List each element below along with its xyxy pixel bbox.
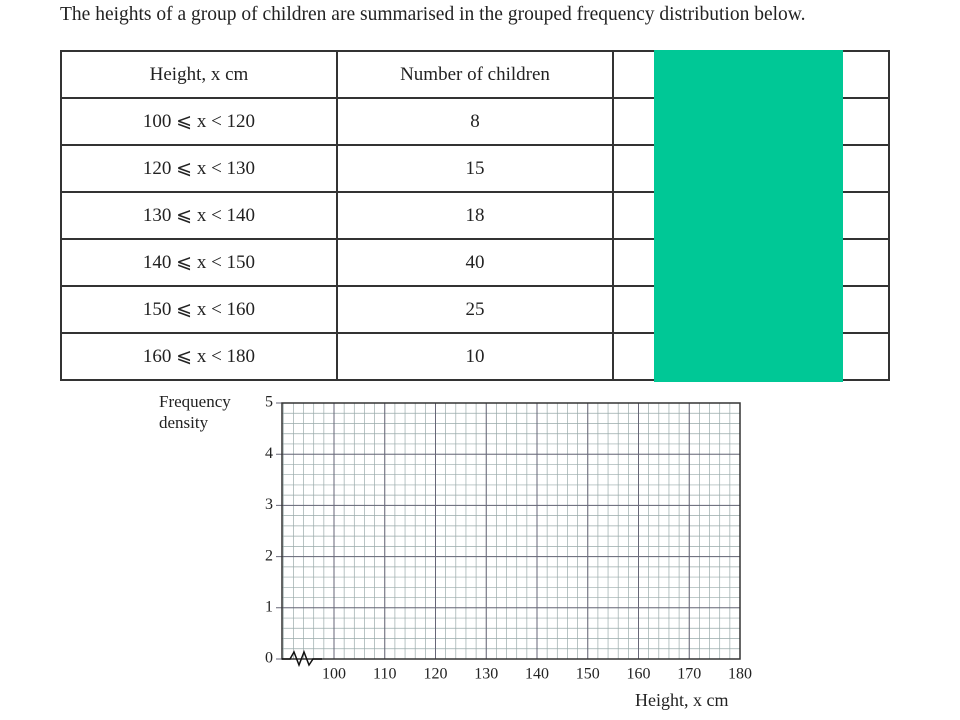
cell: 100 ⩽ x < 120 bbox=[60, 97, 338, 146]
cell: 15 bbox=[336, 144, 614, 193]
header: Number of children bbox=[336, 50, 614, 99]
axis-break bbox=[282, 649, 322, 668]
cell: 150 ⩽ x < 160 bbox=[60, 285, 338, 334]
cell: 40 bbox=[336, 238, 614, 287]
cell: 18 bbox=[336, 191, 614, 240]
cell: 140 ⩽ x < 150 bbox=[60, 238, 338, 287]
cover-box bbox=[654, 50, 843, 382]
cell: 25 bbox=[336, 285, 614, 334]
y-tick-label: 0 bbox=[265, 650, 273, 667]
x-tick-label: 120 bbox=[424, 666, 448, 683]
y-tick-label: 4 bbox=[265, 445, 273, 462]
x-tick-label: 110 bbox=[373, 666, 396, 683]
x-tick-label: 130 bbox=[474, 666, 498, 683]
cell: 10 bbox=[336, 332, 614, 381]
x-tick-label: 160 bbox=[627, 666, 651, 683]
cell: 160 ⩽ x < 180 bbox=[60, 332, 338, 381]
y-tick-label: 3 bbox=[265, 496, 273, 513]
y-tick-label: 1 bbox=[265, 598, 273, 615]
plot-border bbox=[281, 402, 741, 660]
x-axis-label: Height, x cm bbox=[635, 690, 729, 710]
header: Height, x cm bbox=[60, 50, 338, 99]
x-tick-label: 140 bbox=[525, 666, 549, 683]
cell: 130 ⩽ x < 140 bbox=[60, 191, 338, 240]
instruction: The heights of a group of children are s… bbox=[60, 4, 806, 25]
y-tick-label: 2 bbox=[265, 547, 273, 564]
y-axis-label: Frequency density bbox=[159, 392, 231, 432]
x-tick-label: 150 bbox=[576, 666, 600, 683]
x-tick-label: 180 bbox=[728, 666, 752, 683]
cell: 8 bbox=[336, 97, 614, 146]
cell: 120 ⩽ x < 130 bbox=[60, 144, 338, 193]
x-tick-label: 100 bbox=[322, 666, 346, 683]
x-tick-label: 170 bbox=[677, 666, 701, 683]
y-tick-label: 5 bbox=[265, 394, 273, 411]
